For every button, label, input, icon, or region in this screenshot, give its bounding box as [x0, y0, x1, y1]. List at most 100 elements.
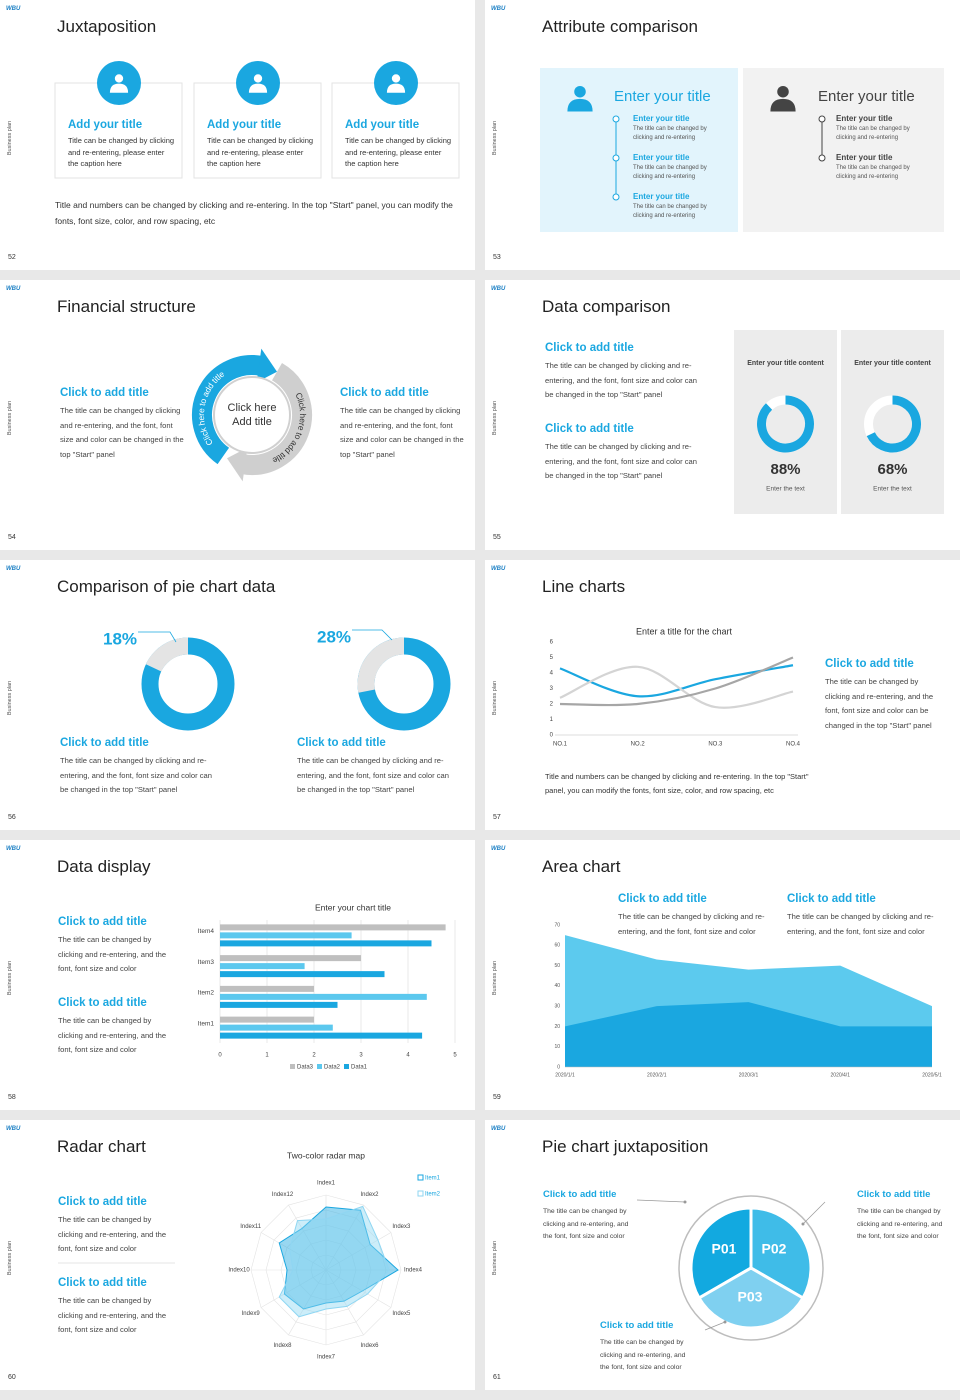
- y-tick-label: 6: [550, 640, 554, 646]
- x-tick-label: 2020/3/1: [739, 1072, 759, 1078]
- slide: 18% 28% WBU Business plan 56 Comparison of pi…: [0, 560, 475, 830]
- x-tick-label: NO.3: [708, 742, 723, 748]
- bar: [220, 971, 385, 978]
- connector-dot: [723, 1320, 727, 1324]
- slide-title: Data display: [57, 857, 151, 876]
- radar-spoke: [325, 1269, 364, 1336]
- page-number: 57: [493, 814, 501, 821]
- y-tick-label: 70: [554, 922, 560, 928]
- slide-graphics: [540, 68, 944, 232]
- page-number: 56: [8, 814, 16, 821]
- slide-graphics: 18% 28%: [103, 627, 451, 731]
- item-text: The title can be changed by clicking and…: [836, 126, 910, 141]
- block-title: Click to add title: [857, 1189, 931, 1200]
- y-tick-label: 40: [554, 983, 560, 989]
- value-label: 68%: [877, 461, 907, 478]
- legend-label: Item1: [425, 1176, 441, 1182]
- block-text: The title can be changed by clicking and…: [297, 756, 449, 794]
- radar-spoke: [288, 1204, 327, 1271]
- footer-text: Title and numbers can be changed by clic…: [55, 200, 453, 226]
- chart-title: Enter your chart title: [315, 902, 391, 912]
- block-text: The title can be changed by clicking and…: [58, 1215, 167, 1253]
- donut-segment: [757, 395, 814, 453]
- item-title: Enter your title: [836, 114, 893, 123]
- bar: [220, 993, 427, 1000]
- y-tick-label: 0: [550, 733, 554, 739]
- logo: WBU: [6, 566, 21, 572]
- x-tick-label: 2020/4/1: [831, 1072, 851, 1078]
- legend-swatch: [317, 1064, 322, 1069]
- block-title: Click to add title: [60, 737, 149, 749]
- logo: WBU: [491, 6, 506, 12]
- logo: WBU: [491, 1126, 506, 1132]
- page-number: 60: [8, 1374, 16, 1381]
- sector-label: P03: [738, 1289, 763, 1305]
- x-tick-label: 3: [359, 1053, 363, 1059]
- bar: [220, 940, 432, 947]
- axis-label: Index6: [360, 1343, 379, 1349]
- radar-spoke: [288, 1269, 327, 1336]
- side-label: Business plan: [492, 680, 498, 716]
- person-icon-head: [114, 74, 124, 83]
- radar-spoke: [260, 1232, 327, 1271]
- logo: WBU: [491, 566, 506, 572]
- bar: [220, 955, 361, 962]
- card-title: Enter your title content: [854, 360, 931, 367]
- ring-arrow: [192, 355, 263, 465]
- panel-title: Enter your title: [818, 88, 915, 105]
- bar: [220, 1024, 333, 1031]
- arrow-head: [256, 348, 277, 383]
- slide-title: Radar chart: [57, 1137, 146, 1156]
- y-tick-label: Item4: [198, 928, 215, 935]
- block-title: Click to add title: [297, 737, 386, 749]
- slide-graphics: Enter a title for the chart 0 1 2 3 4 5 6 NO.1 NO…: [550, 626, 801, 748]
- donut-segment: [357, 637, 405, 693]
- bar: [220, 963, 305, 970]
- connector-dot: [801, 1222, 805, 1226]
- page-number: 53: [493, 254, 501, 261]
- slide-title: Financial structure: [57, 297, 196, 316]
- item-text: The title can be changed by clicking and…: [633, 204, 707, 219]
- card: [331, 82, 460, 179]
- slide-title: Comparison of pie chart data: [57, 577, 276, 596]
- card-caption: Enter the text: [766, 486, 805, 493]
- item-title: Enter your title: [836, 153, 893, 162]
- area-series: [565, 1002, 932, 1067]
- side-label: Business plan: [7, 1240, 13, 1276]
- legend-swatch: [290, 1064, 295, 1069]
- y-tick-label: 4: [550, 671, 554, 677]
- y-tick-label: 0: [557, 1064, 560, 1070]
- item-text: The title can be changed by clicking and…: [633, 165, 707, 180]
- card: [193, 82, 322, 179]
- value-label: 18%: [103, 629, 137, 648]
- slide-title: Data comparison: [542, 297, 671, 316]
- slide-title: Juxtaposition: [57, 17, 157, 36]
- y-tick-label: 60: [554, 943, 560, 949]
- block-title: Click to add title: [618, 893, 707, 905]
- card-title: Add your title: [68, 119, 143, 131]
- logo: WBU: [6, 1126, 21, 1132]
- card-text: Title can be changed by clicking and re-…: [207, 136, 314, 168]
- slide: Enter your title content 88% Enter the tex…: [485, 280, 960, 550]
- center-label: Click here: [228, 402, 277, 414]
- axis-label: Index3: [392, 1224, 411, 1230]
- person-icon-body: [109, 83, 129, 93]
- slide: WBU Business plan 53 Attribute comparison En…: [485, 0, 960, 270]
- y-tick-label: Item2: [198, 990, 215, 997]
- axis-label: Index11: [240, 1224, 262, 1230]
- center-circle: [213, 376, 291, 454]
- slide-graphics: Enter your title content 88% Enter the tex…: [734, 330, 944, 514]
- slide-graphics: Enter your chart title 0 1 2 3 4 5 Item1 Item2 It…: [198, 902, 458, 1070]
- block-text: The title can be changed by clicking and…: [58, 1016, 167, 1054]
- axis-label: Index2: [360, 1192, 379, 1198]
- slide-graphics: 0 10 20 30 40 50 60 70 2020/1/1 2020/2/1 2020/3/1 2…: [554, 922, 942, 1078]
- connector-dot: [683, 1200, 687, 1204]
- x-tick-label: 1: [265, 1053, 269, 1059]
- value-label: 88%: [770, 461, 800, 478]
- block-text: The title can be changed by clicking and…: [543, 1208, 629, 1240]
- radar-series: [278, 1205, 390, 1318]
- side-label: Business plan: [7, 400, 13, 436]
- page-number: 59: [493, 1094, 501, 1101]
- axis-label: Index10: [228, 1268, 250, 1274]
- y-tick-label: 30: [554, 1003, 560, 1009]
